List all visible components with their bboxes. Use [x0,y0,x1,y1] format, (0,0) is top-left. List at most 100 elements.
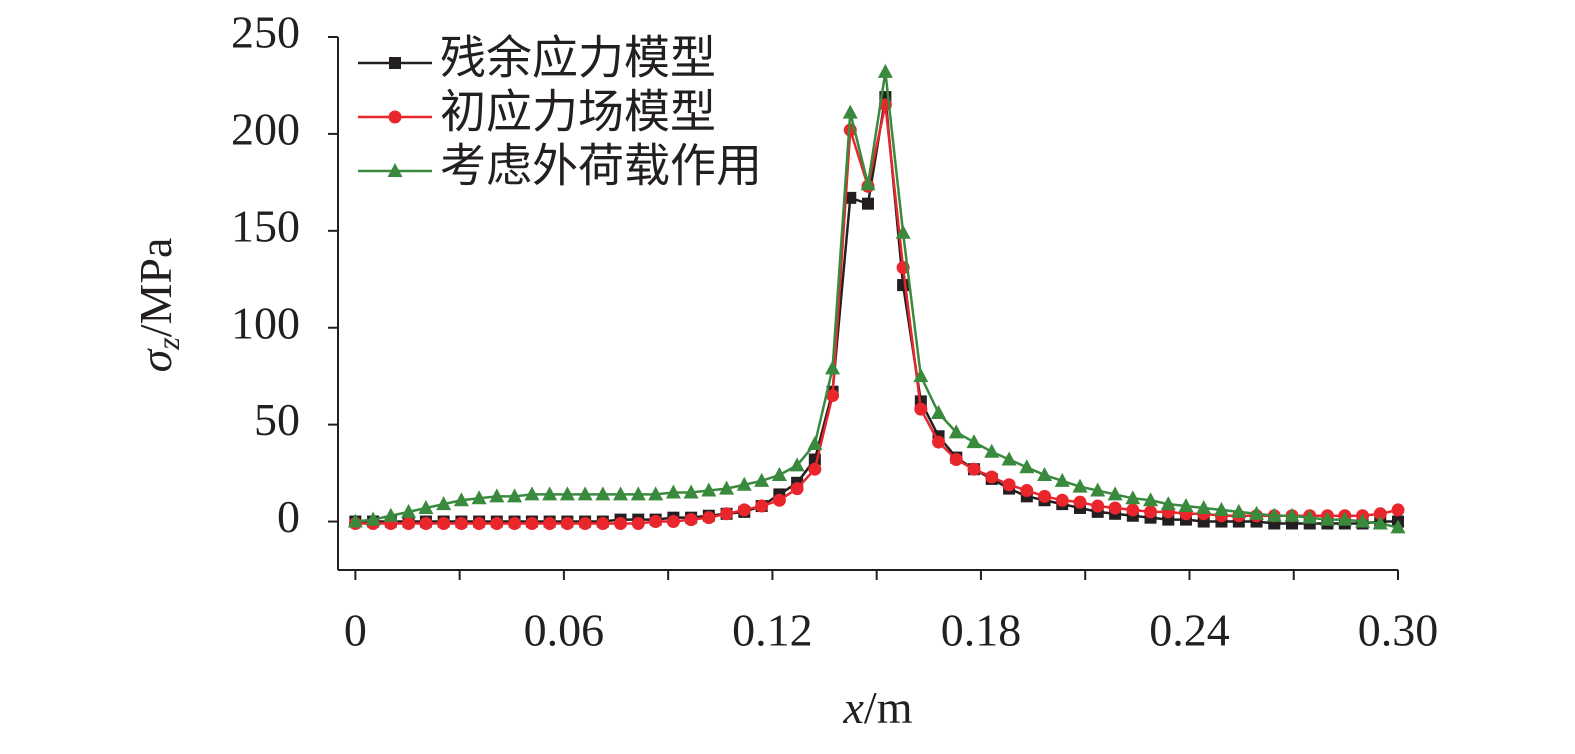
marker [596,516,610,530]
marker [897,279,910,292]
marker [932,435,946,449]
marker [966,434,982,449]
marker [1319,511,1335,526]
marker [862,197,874,210]
marker [1001,451,1017,466]
marker [524,486,540,501]
marker [613,486,629,501]
marker [665,484,681,499]
marker [630,486,646,501]
marker [807,436,823,451]
marker [789,457,805,472]
marker [542,486,558,501]
marker [948,424,964,439]
legend-label: 初应力场模型 [440,87,716,138]
marker [737,503,751,517]
marker [559,486,575,501]
x-tick-label: 0.24 [1149,605,1230,656]
marker [1072,478,1088,493]
marker [1266,507,1282,522]
marker [1055,493,1069,507]
marker [842,104,858,119]
marker [387,163,403,177]
marker [877,63,893,78]
marker [1231,503,1247,518]
marker [365,511,381,526]
marker [595,486,611,501]
marker [914,402,928,416]
marker [578,516,592,530]
marker [684,513,698,527]
marker [472,516,486,530]
marker [490,516,504,530]
y-label-unit: /MPa [130,238,181,338]
x-tick-label: 0.12 [732,605,813,656]
marker [702,511,716,525]
marker [543,516,557,530]
marker [507,488,523,503]
marker [949,453,963,467]
marker [489,488,505,503]
x-tick-label: 0.18 [941,605,1022,656]
marker [1054,472,1070,487]
marker [1037,467,1053,482]
marker [560,516,574,530]
marker [1302,509,1318,524]
marker [471,490,487,505]
marker [525,516,539,530]
marker [1249,505,1265,520]
marker [614,516,628,530]
marker [984,443,1000,458]
marker [771,467,787,482]
x-tick-label: 0 [344,605,367,656]
marker [508,516,522,530]
marker [1144,505,1158,519]
marker [755,499,769,513]
y-label-subscript: z [150,337,186,351]
marker [454,516,468,530]
marker [649,515,663,529]
marker [719,480,735,495]
marker [1160,496,1176,511]
marker [826,389,840,403]
legend-label: 考虑外荷载作用 [440,141,762,192]
marker [772,493,786,507]
marker [931,405,947,420]
marker [631,516,645,530]
marker [895,224,911,239]
marker [844,191,857,204]
marker [453,492,469,507]
marker [1073,495,1087,509]
marker [1125,490,1141,505]
marker [860,176,876,191]
marker [825,360,841,375]
marker [402,516,416,530]
x-tick-label: 0.30 [1358,605,1439,656]
marker [1391,503,1405,517]
marker [913,368,929,383]
marker [389,57,401,69]
y-axis-label: σz/MPa [130,238,187,373]
x-label-symbol: x [843,682,865,733]
marker [808,462,822,476]
marker [1126,503,1140,517]
marker [701,482,717,497]
marker [683,484,699,499]
marker [419,516,433,530]
marker [1178,498,1194,513]
marker [1108,501,1122,515]
marker [1213,501,1229,516]
marker [648,486,664,501]
marker [1107,486,1123,501]
marker [436,496,452,511]
marker [1019,459,1035,474]
marker [1372,515,1388,530]
marker [401,503,417,518]
marker [1373,507,1387,521]
marker [790,482,804,496]
y-tick-label: 50 [254,394,300,445]
marker [985,470,999,484]
marker [1020,484,1034,498]
marker [1143,492,1159,507]
